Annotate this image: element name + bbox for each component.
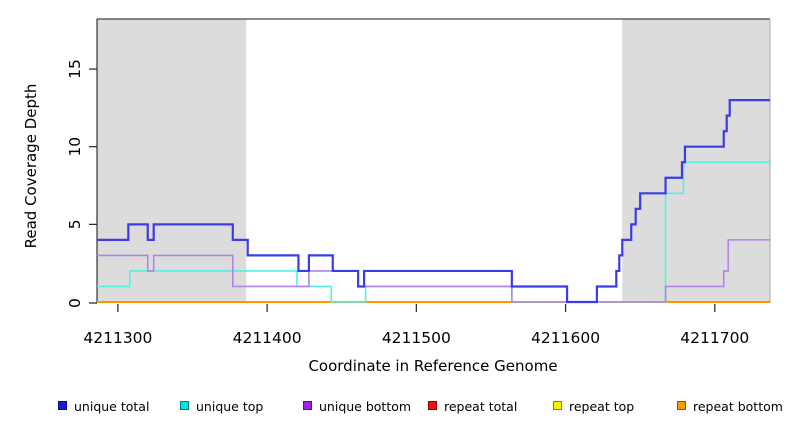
series-line-unique-top xyxy=(97,161,770,303)
y-tick-label: 15 xyxy=(66,59,84,79)
series-line-unique-total xyxy=(97,99,770,304)
y-axis-title: Read Coverage Depth xyxy=(22,83,40,249)
shaded-region xyxy=(97,19,247,303)
y-tick-label: 10 xyxy=(66,137,84,157)
x-tick-label: 4211600 xyxy=(531,329,600,347)
x-axis-title: Coordinate in Reference Genome xyxy=(308,357,558,375)
y-tick-label: 5 xyxy=(66,219,84,229)
x-tick-label: 4211400 xyxy=(233,329,302,347)
x-tick-label: 4211500 xyxy=(382,329,451,347)
shaded-region xyxy=(622,19,770,303)
y-tick-label: 0 xyxy=(66,298,84,308)
x-tick-label: 4211700 xyxy=(680,329,749,347)
x-tick-label: 4211300 xyxy=(83,329,152,347)
